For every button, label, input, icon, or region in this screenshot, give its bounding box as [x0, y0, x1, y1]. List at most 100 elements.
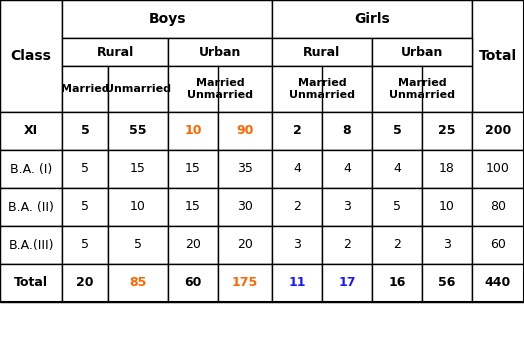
Bar	[0, 0, 62, 112]
Bar	[272, 66, 372, 112]
Bar	[422, 188, 472, 226]
Text: Class: Class	[10, 49, 51, 63]
Bar	[168, 38, 272, 66]
Text: 5: 5	[81, 163, 89, 175]
Bar	[108, 188, 168, 226]
Bar	[372, 264, 422, 302]
Bar	[272, 150, 322, 188]
Text: 10: 10	[439, 200, 455, 214]
Text: 90: 90	[236, 124, 254, 138]
Bar	[108, 112, 168, 150]
Bar	[372, 66, 472, 112]
Text: 15: 15	[130, 163, 146, 175]
Bar	[472, 112, 524, 150]
Bar	[62, 0, 272, 38]
Text: 4: 4	[343, 163, 351, 175]
Text: 35: 35	[237, 163, 253, 175]
Bar	[108, 264, 168, 302]
Bar	[322, 264, 372, 302]
Text: Total: Total	[479, 49, 517, 63]
Bar	[108, 150, 168, 188]
Bar	[472, 150, 524, 188]
Bar	[168, 112, 218, 150]
Text: Rural: Rural	[303, 46, 341, 58]
Bar	[62, 150, 108, 188]
Bar	[0, 0, 524, 302]
Bar	[62, 226, 108, 264]
Bar	[218, 150, 272, 188]
Text: 20: 20	[77, 276, 94, 290]
Text: 85: 85	[129, 276, 147, 290]
Bar	[218, 112, 272, 150]
Text: 5: 5	[393, 200, 401, 214]
Text: B.A.(III): B.A.(III)	[8, 239, 54, 251]
Text: Married
Unmarried: Married Unmarried	[187, 78, 253, 100]
Text: Married
Unmarried: Married Unmarried	[289, 78, 355, 100]
Bar	[0, 264, 62, 302]
Text: B.A. (I): B.A. (I)	[10, 163, 52, 175]
Text: 2: 2	[293, 200, 301, 214]
Text: Married
Unmarried: Married Unmarried	[389, 78, 455, 100]
Text: 200: 200	[485, 124, 511, 138]
Bar	[168, 264, 218, 302]
Text: 100: 100	[486, 163, 510, 175]
Text: Girls: Girls	[354, 12, 390, 26]
Text: 2: 2	[393, 239, 401, 251]
Text: 16: 16	[388, 276, 406, 290]
Text: Urban: Urban	[401, 46, 443, 58]
Bar	[62, 188, 108, 226]
Text: 25: 25	[438, 124, 456, 138]
Bar	[218, 264, 272, 302]
Text: 5: 5	[81, 200, 89, 214]
Bar	[168, 150, 218, 188]
Bar	[322, 150, 372, 188]
Bar	[272, 264, 322, 302]
Text: 3: 3	[343, 200, 351, 214]
Text: 15: 15	[185, 163, 201, 175]
Bar	[108, 226, 168, 264]
Text: 55: 55	[129, 124, 147, 138]
Text: Rural: Rural	[96, 46, 134, 58]
Bar	[472, 0, 524, 112]
Bar	[422, 226, 472, 264]
Bar	[62, 66, 108, 112]
Bar	[62, 264, 108, 302]
Text: 15: 15	[185, 200, 201, 214]
Bar	[0, 150, 62, 188]
Text: 10: 10	[130, 200, 146, 214]
Text: 60: 60	[490, 239, 506, 251]
Text: 3: 3	[293, 239, 301, 251]
Bar	[272, 38, 372, 66]
Text: 4: 4	[393, 163, 401, 175]
Text: XI: XI	[24, 124, 38, 138]
Text: 3: 3	[443, 239, 451, 251]
Text: 4: 4	[293, 163, 301, 175]
Text: 8: 8	[343, 124, 351, 138]
Bar	[272, 188, 322, 226]
Bar	[218, 188, 272, 226]
Text: 5: 5	[392, 124, 401, 138]
Text: Urban: Urban	[199, 46, 241, 58]
Text: 60: 60	[184, 276, 202, 290]
Text: 2: 2	[292, 124, 301, 138]
Bar	[322, 188, 372, 226]
Bar	[472, 226, 524, 264]
Text: 175: 175	[232, 276, 258, 290]
Bar	[322, 226, 372, 264]
Text: 5: 5	[81, 124, 90, 138]
Text: 11: 11	[288, 276, 305, 290]
Bar	[322, 112, 372, 150]
Bar	[372, 38, 472, 66]
Text: 30: 30	[237, 200, 253, 214]
Text: Total: Total	[14, 276, 48, 290]
Bar	[0, 112, 62, 150]
Text: 56: 56	[438, 276, 456, 290]
Text: Boys: Boys	[148, 12, 185, 26]
Bar	[62, 38, 168, 66]
Bar	[0, 226, 62, 264]
Text: 2: 2	[343, 239, 351, 251]
Text: 440: 440	[485, 276, 511, 290]
Bar	[422, 264, 472, 302]
Bar	[218, 226, 272, 264]
Text: Unmarried: Unmarried	[105, 84, 171, 94]
